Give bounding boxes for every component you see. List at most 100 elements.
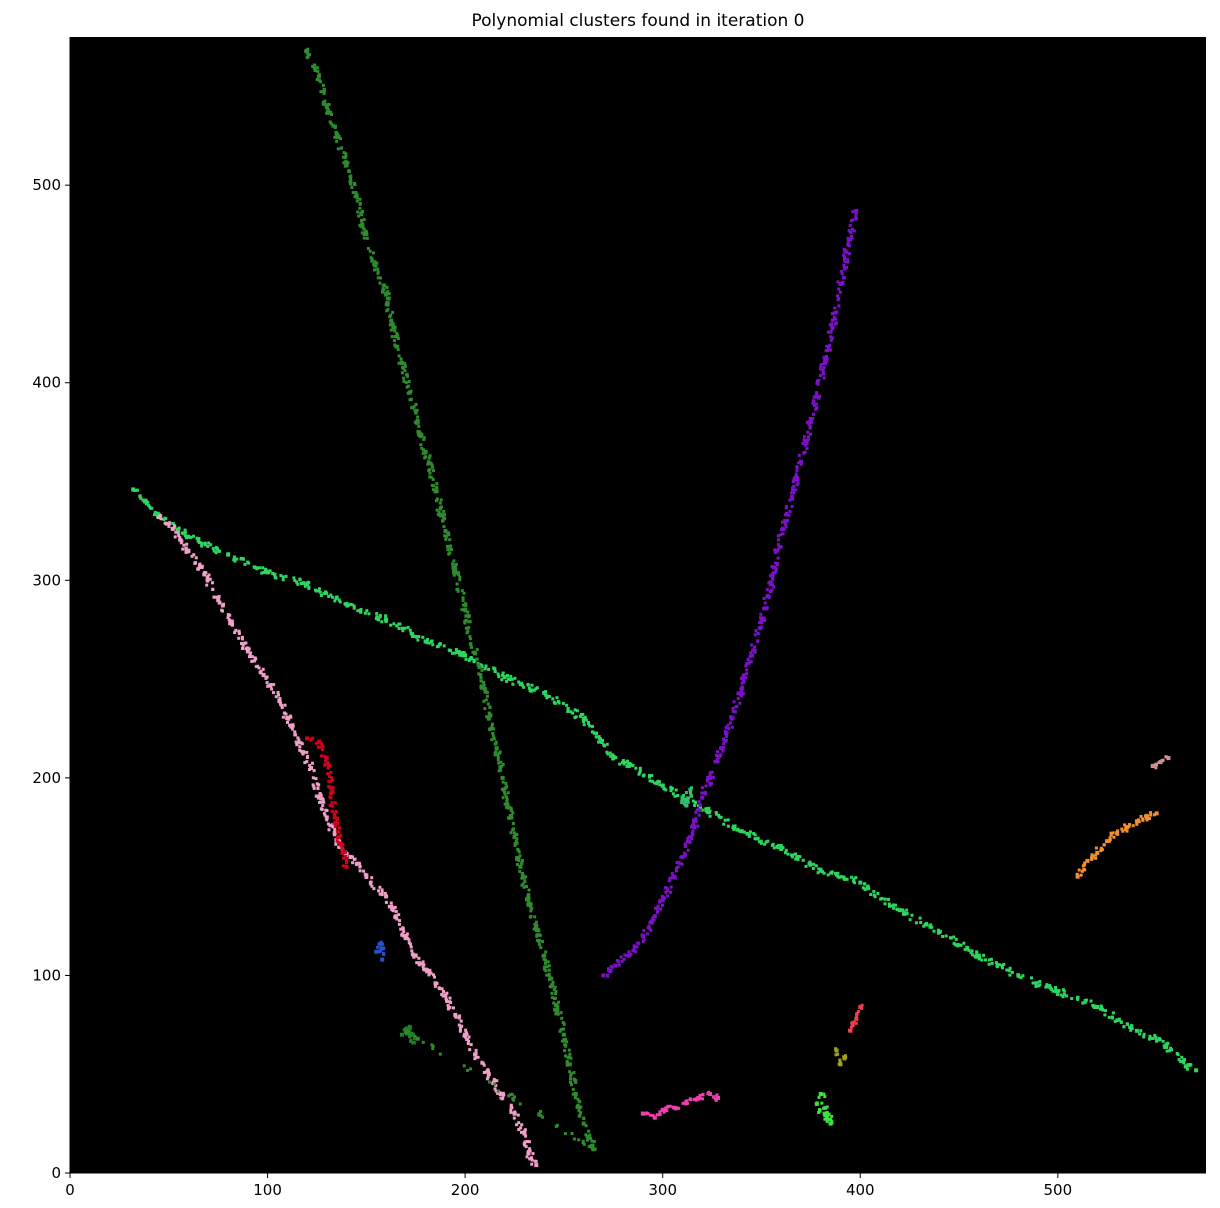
data-point: [494, 1089, 498, 1093]
data-point: [715, 757, 719, 761]
data-point: [918, 916, 922, 920]
data-point: [796, 478, 800, 482]
data-point: [692, 1097, 696, 1101]
data-point: [977, 957, 981, 961]
data-point: [506, 791, 510, 795]
data-point: [380, 957, 385, 962]
data-point: [481, 684, 485, 688]
data-point: [959, 943, 963, 947]
data-point: [682, 793, 686, 797]
data-point: [525, 898, 528, 902]
data-point: [883, 902, 887, 906]
data-point: [1154, 811, 1159, 816]
data-point: [340, 850, 345, 855]
data-point: [711, 776, 715, 779]
data-point: [316, 795, 321, 800]
data-point: [1166, 756, 1171, 761]
data-point: [1002, 962, 1006, 966]
data-point: [1007, 969, 1011, 973]
data-point: [235, 557, 239, 561]
data-point: [182, 543, 186, 547]
data-point: [452, 573, 456, 577]
data-point: [1110, 1015, 1114, 1019]
data-point: [654, 906, 657, 910]
data-point: [642, 938, 646, 942]
data-point: [712, 1095, 716, 1099]
data-point: [629, 763, 633, 767]
data-point: [1085, 858, 1090, 863]
data-point: [822, 361, 826, 365]
data-point: [204, 543, 207, 547]
data-point: [1115, 831, 1120, 836]
data-point: [525, 885, 529, 888]
data-point: [544, 958, 548, 962]
data-point: [508, 678, 512, 682]
data-point: [218, 549, 222, 553]
data-point: [873, 895, 877, 899]
data-point: [662, 1110, 666, 1114]
data-point: [368, 882, 372, 885]
data-point: [445, 991, 449, 995]
data-point: [243, 562, 247, 566]
data-point: [777, 538, 780, 542]
data-point: [698, 805, 702, 809]
data-point: [686, 836, 690, 840]
data-point: [496, 1089, 500, 1093]
data-point: [516, 848, 520, 852]
data-point: [376, 276, 380, 280]
data-point: [850, 875, 854, 879]
data-point: [300, 749, 304, 753]
data-point: [1054, 990, 1058, 994]
data-point: [274, 576, 278, 580]
data-point: [1111, 831, 1115, 835]
data-point: [329, 790, 333, 794]
data-point: [784, 851, 787, 855]
data-point: [865, 885, 869, 889]
data-point: [827, 347, 831, 351]
data-point: [395, 332, 399, 335]
data-point: [393, 905, 397, 909]
data-point: [362, 236, 366, 240]
data-point: [842, 253, 846, 257]
data-point: [327, 764, 331, 768]
cluster-0: [131, 487, 1199, 1073]
data-point: [562, 1027, 565, 1031]
data-point: [573, 716, 577, 719]
data-point: [272, 683, 276, 687]
data-point: [253, 659, 256, 663]
data-point: [331, 804, 335, 808]
data-point: [822, 355, 826, 359]
data-point: [591, 724, 594, 728]
data-point: [399, 357, 403, 361]
data-point: [307, 53, 310, 57]
data-point: [716, 760, 720, 764]
data-point: [925, 923, 929, 927]
data-point: [1092, 1004, 1096, 1008]
data-point: [425, 970, 429, 974]
data-point: [723, 729, 727, 733]
data-point: [397, 913, 401, 917]
data-point: [380, 893, 384, 897]
data-point: [684, 791, 688, 794]
data-point: [473, 1057, 477, 1061]
data-point: [309, 766, 313, 770]
data-point: [407, 1033, 411, 1037]
data-point: [555, 696, 559, 700]
data-point: [458, 578, 462, 582]
data-point: [647, 774, 651, 778]
data-point: [266, 684, 270, 688]
data-point: [233, 631, 237, 634]
y-tick-label: 200: [32, 769, 61, 787]
data-point: [1113, 1019, 1117, 1023]
data-point: [496, 758, 500, 762]
data-point: [207, 573, 211, 577]
data-point: [694, 810, 698, 814]
data-point: [879, 897, 883, 901]
data-point: [394, 345, 398, 349]
data-point: [265, 681, 269, 685]
data-point: [333, 827, 337, 831]
data-point: [1182, 1061, 1186, 1065]
data-point: [315, 794, 319, 798]
data-point: [806, 430, 810, 434]
data-point: [240, 637, 244, 641]
